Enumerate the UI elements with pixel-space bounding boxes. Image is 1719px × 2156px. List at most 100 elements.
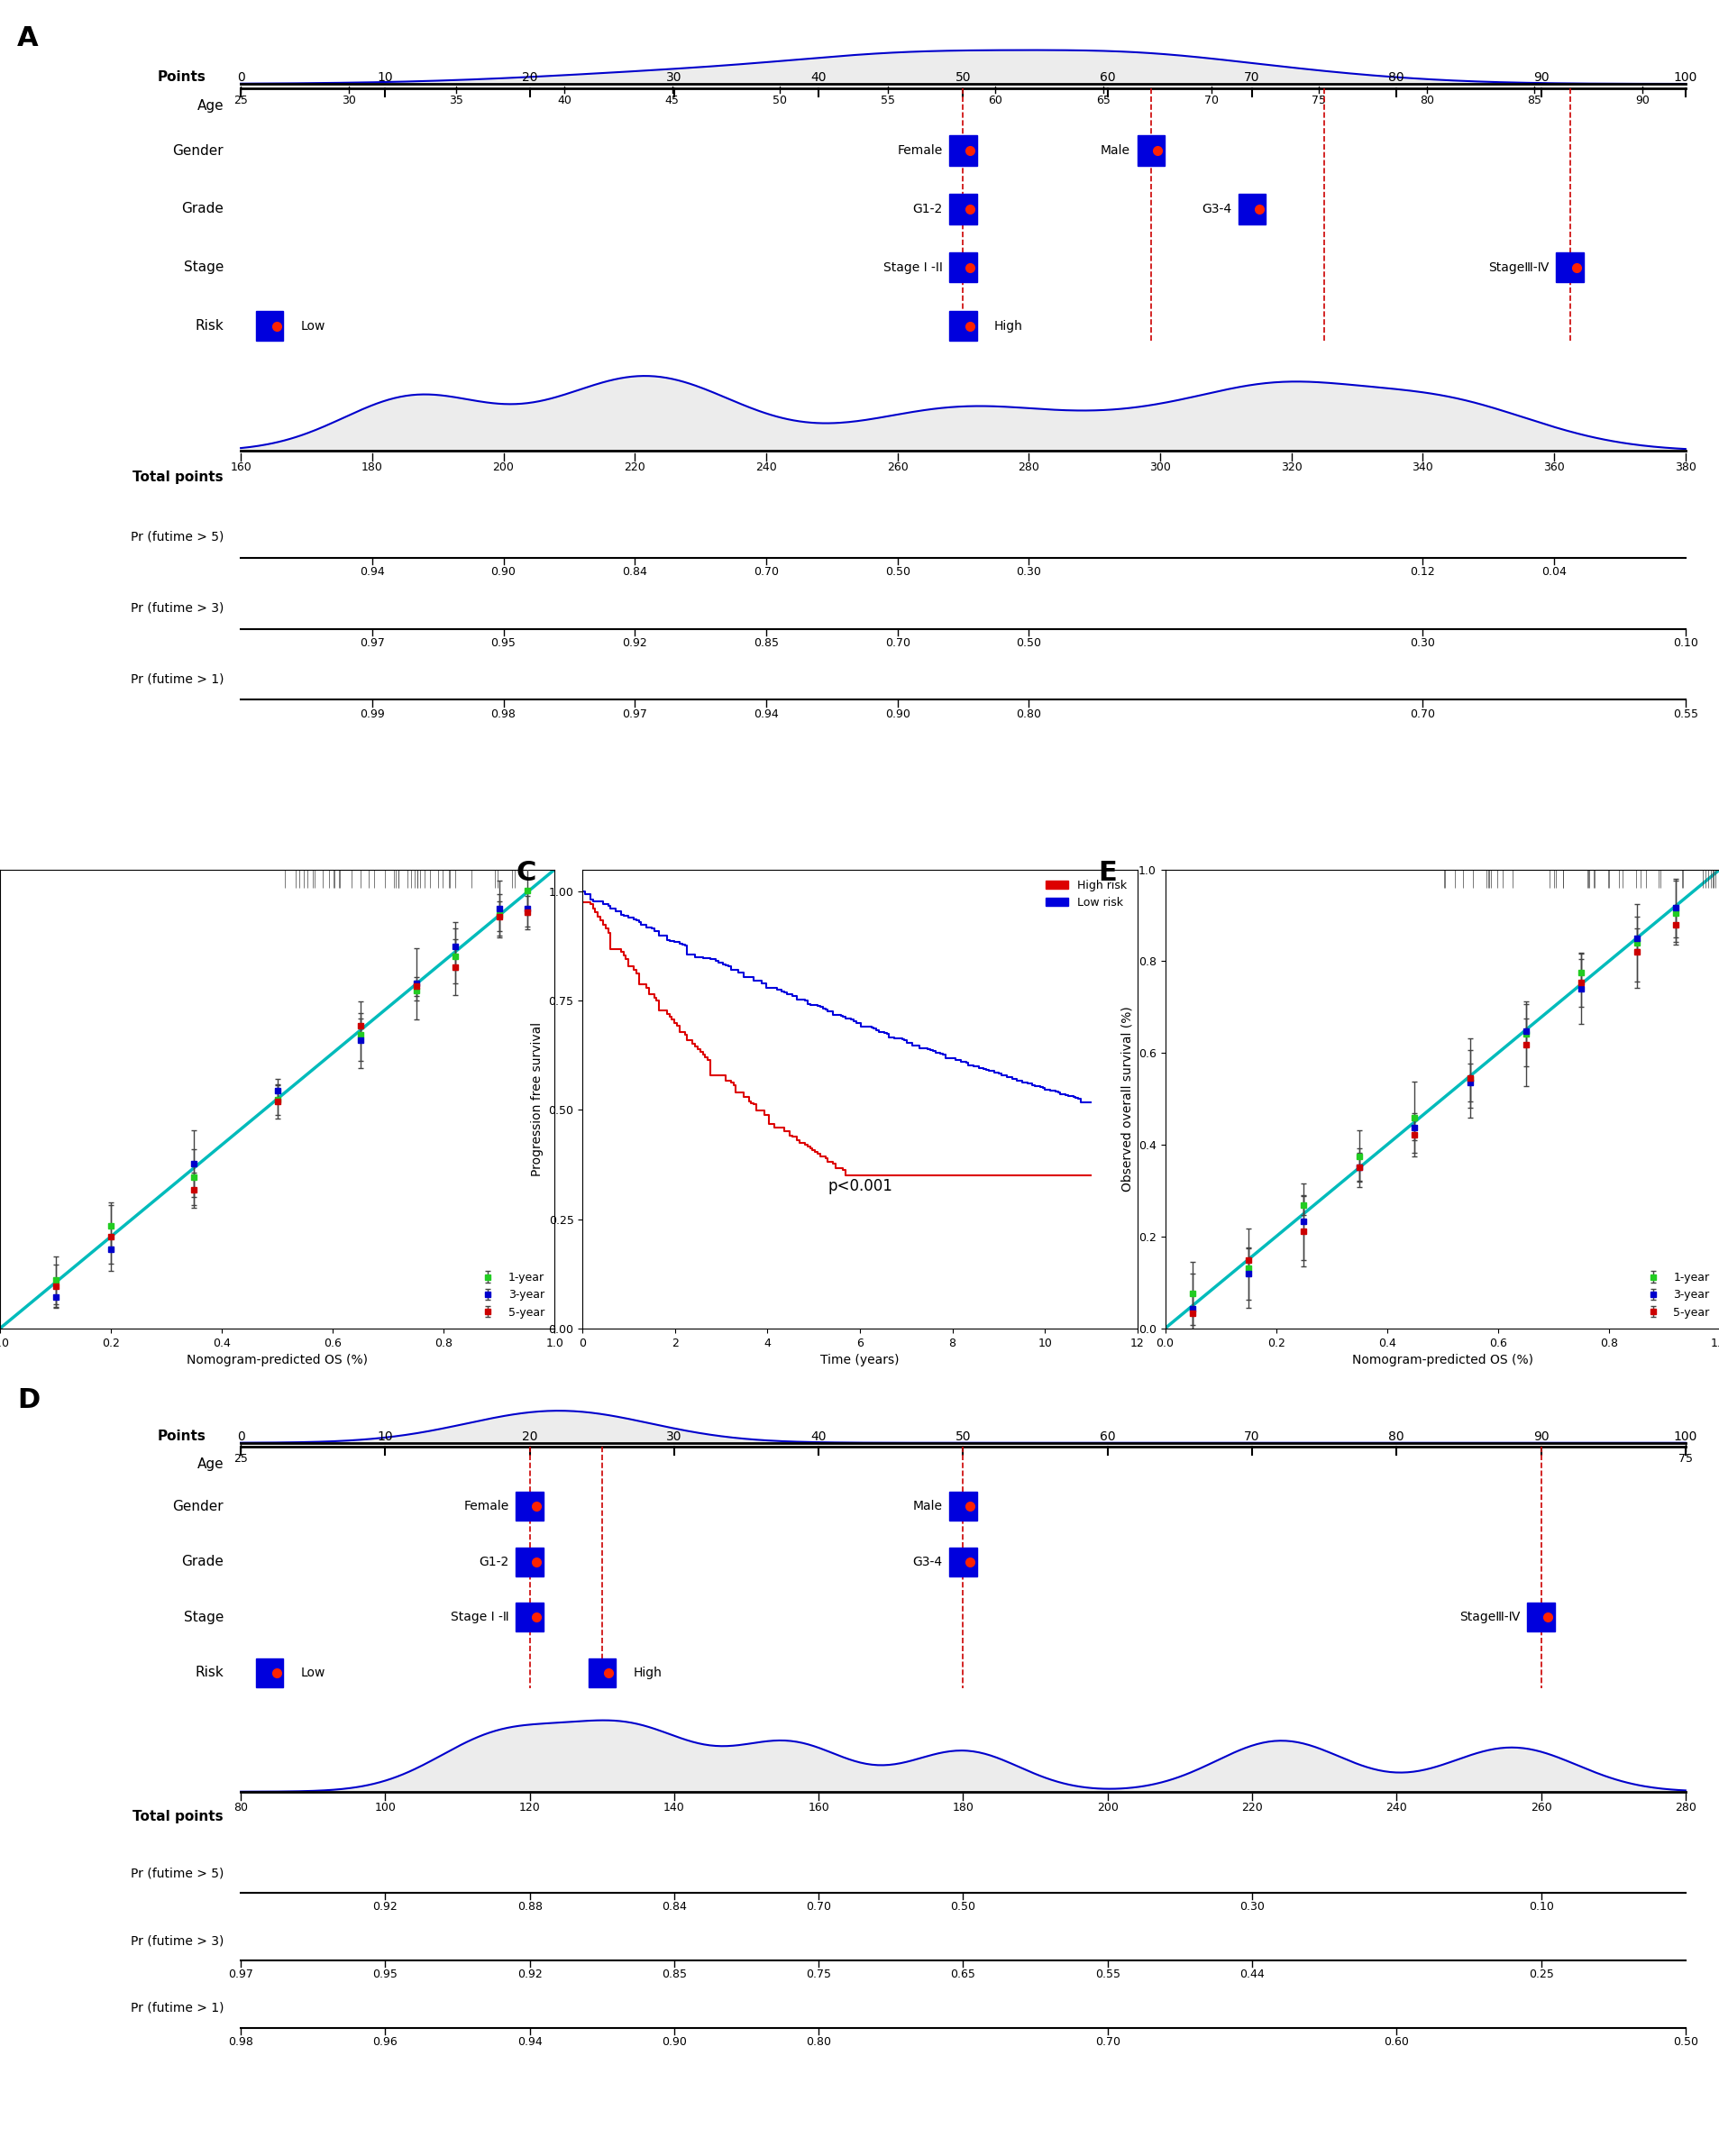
Text: 25: 25 (234, 95, 248, 106)
Text: 0.84: 0.84 (622, 567, 646, 578)
Text: 240: 240 (1386, 1802, 1406, 1813)
Text: 0.97: 0.97 (622, 707, 646, 720)
Text: C: C (516, 860, 536, 886)
Text: E: E (1098, 860, 1117, 886)
Text: 0: 0 (237, 71, 244, 84)
Line: High risk: High risk (583, 901, 1090, 1175)
Text: 0.92: 0.92 (517, 1968, 541, 1979)
FancyBboxPatch shape (1556, 252, 1583, 282)
Text: Gender: Gender (172, 144, 223, 157)
Low risk (1080, 1089, 1100, 1115)
Text: 0.30: 0.30 (1239, 1902, 1263, 1912)
Text: Age: Age (196, 99, 223, 112)
Low risk (1055, 1082, 1076, 1108)
Text: 70: 70 (1203, 95, 1217, 106)
Text: 100: 100 (1673, 1429, 1697, 1442)
Text: 0.25: 0.25 (1528, 1968, 1552, 1979)
FancyBboxPatch shape (588, 1658, 615, 1686)
Text: 180: 180 (361, 461, 383, 474)
Text: Points: Points (158, 71, 206, 84)
Text: 0.85: 0.85 (753, 638, 779, 649)
Text: Age: Age (196, 1457, 223, 1470)
FancyBboxPatch shape (1136, 136, 1164, 166)
Text: Male: Male (913, 1501, 942, 1514)
Text: Stage I -II: Stage I -II (882, 261, 942, 274)
Text: 70: 70 (1243, 71, 1260, 84)
Text: 0.70: 0.70 (884, 638, 909, 649)
Y-axis label: Progression free survival: Progression free survival (531, 1022, 543, 1175)
Text: G3-4: G3-4 (913, 1554, 942, 1567)
Text: 90: 90 (1532, 1429, 1549, 1442)
Text: 0.75: 0.75 (806, 1968, 830, 1979)
Text: 85: 85 (1526, 95, 1540, 106)
Text: G1-2: G1-2 (913, 203, 942, 216)
Text: 0.84: 0.84 (662, 1902, 686, 1912)
Text: 0.94: 0.94 (753, 707, 779, 720)
Text: Total points: Total points (132, 1809, 223, 1824)
Text: G3-4: G3-4 (1202, 203, 1231, 216)
Text: 60: 60 (1098, 1429, 1116, 1442)
Text: 100: 100 (375, 1802, 395, 1813)
Text: 0.70: 0.70 (753, 567, 779, 578)
FancyBboxPatch shape (1526, 1602, 1554, 1632)
Text: 0.96: 0.96 (373, 2035, 397, 2048)
FancyBboxPatch shape (949, 310, 976, 341)
Low risk (593, 890, 614, 916)
High risk (1080, 1162, 1100, 1188)
Text: Stage: Stage (184, 261, 223, 274)
Text: StageⅢ-Ⅳ: StageⅢ-Ⅳ (1459, 1611, 1520, 1623)
Low risk (572, 877, 593, 903)
Text: 75: 75 (1678, 1453, 1691, 1464)
Text: 10: 10 (376, 71, 394, 84)
Text: 0.95: 0.95 (490, 638, 516, 649)
Text: 240: 240 (755, 461, 777, 474)
Text: 180: 180 (952, 1802, 973, 1813)
Text: 0.30: 0.30 (1016, 567, 1040, 578)
Low risk (1037, 1076, 1057, 1102)
Text: 0.97: 0.97 (359, 638, 385, 649)
High risk (667, 1013, 688, 1039)
Text: 90: 90 (1532, 71, 1549, 84)
Text: 0.44: 0.44 (1239, 1968, 1263, 1979)
Text: 20: 20 (521, 1429, 538, 1442)
Text: 50: 50 (772, 95, 787, 106)
Text: Grade: Grade (180, 1554, 223, 1567)
Text: 260: 260 (887, 461, 908, 474)
Text: Total points: Total points (132, 470, 223, 483)
Text: Pr (futime > 3): Pr (futime > 3) (131, 1934, 223, 1947)
Text: 0.50: 0.50 (884, 567, 909, 578)
Text: 0.55: 0.55 (1673, 707, 1697, 720)
Text: 10: 10 (376, 1429, 394, 1442)
Text: Grade: Grade (180, 203, 223, 216)
Text: 160: 160 (808, 1802, 829, 1813)
Text: Low: Low (301, 1667, 325, 1680)
Text: 0.70: 0.70 (1095, 2035, 1119, 2048)
Text: 280: 280 (1674, 1802, 1695, 1813)
Text: 40: 40 (810, 1429, 827, 1442)
FancyBboxPatch shape (256, 1658, 284, 1686)
Text: 0.99: 0.99 (359, 707, 385, 720)
Text: 30: 30 (665, 71, 682, 84)
FancyBboxPatch shape (256, 310, 284, 341)
Low risk (707, 951, 727, 977)
Text: StageⅢ-Ⅳ: StageⅢ-Ⅳ (1487, 261, 1549, 274)
Text: 0.98: 0.98 (490, 707, 516, 720)
Text: 50: 50 (954, 1429, 971, 1442)
Text: 0.80: 0.80 (806, 2035, 830, 2048)
X-axis label: Time (years): Time (years) (820, 1354, 899, 1367)
Text: 45: 45 (665, 95, 679, 106)
Text: 0.92: 0.92 (373, 1902, 397, 1912)
FancyBboxPatch shape (949, 194, 976, 224)
Text: 20: 20 (521, 71, 538, 84)
Low risk (667, 929, 688, 955)
Text: Male: Male (1100, 144, 1129, 157)
Text: 60: 60 (1098, 71, 1116, 84)
Text: 0.90: 0.90 (490, 567, 516, 578)
Text: 200: 200 (1097, 1802, 1117, 1813)
Text: 80: 80 (1418, 95, 1434, 106)
Text: Stage I -Ⅱ: Stage I -Ⅱ (450, 1611, 509, 1623)
Text: 280: 280 (1018, 461, 1038, 474)
Text: 0.70: 0.70 (1410, 707, 1435, 720)
Text: 0.98: 0.98 (229, 2035, 253, 2048)
Text: 200: 200 (492, 461, 514, 474)
